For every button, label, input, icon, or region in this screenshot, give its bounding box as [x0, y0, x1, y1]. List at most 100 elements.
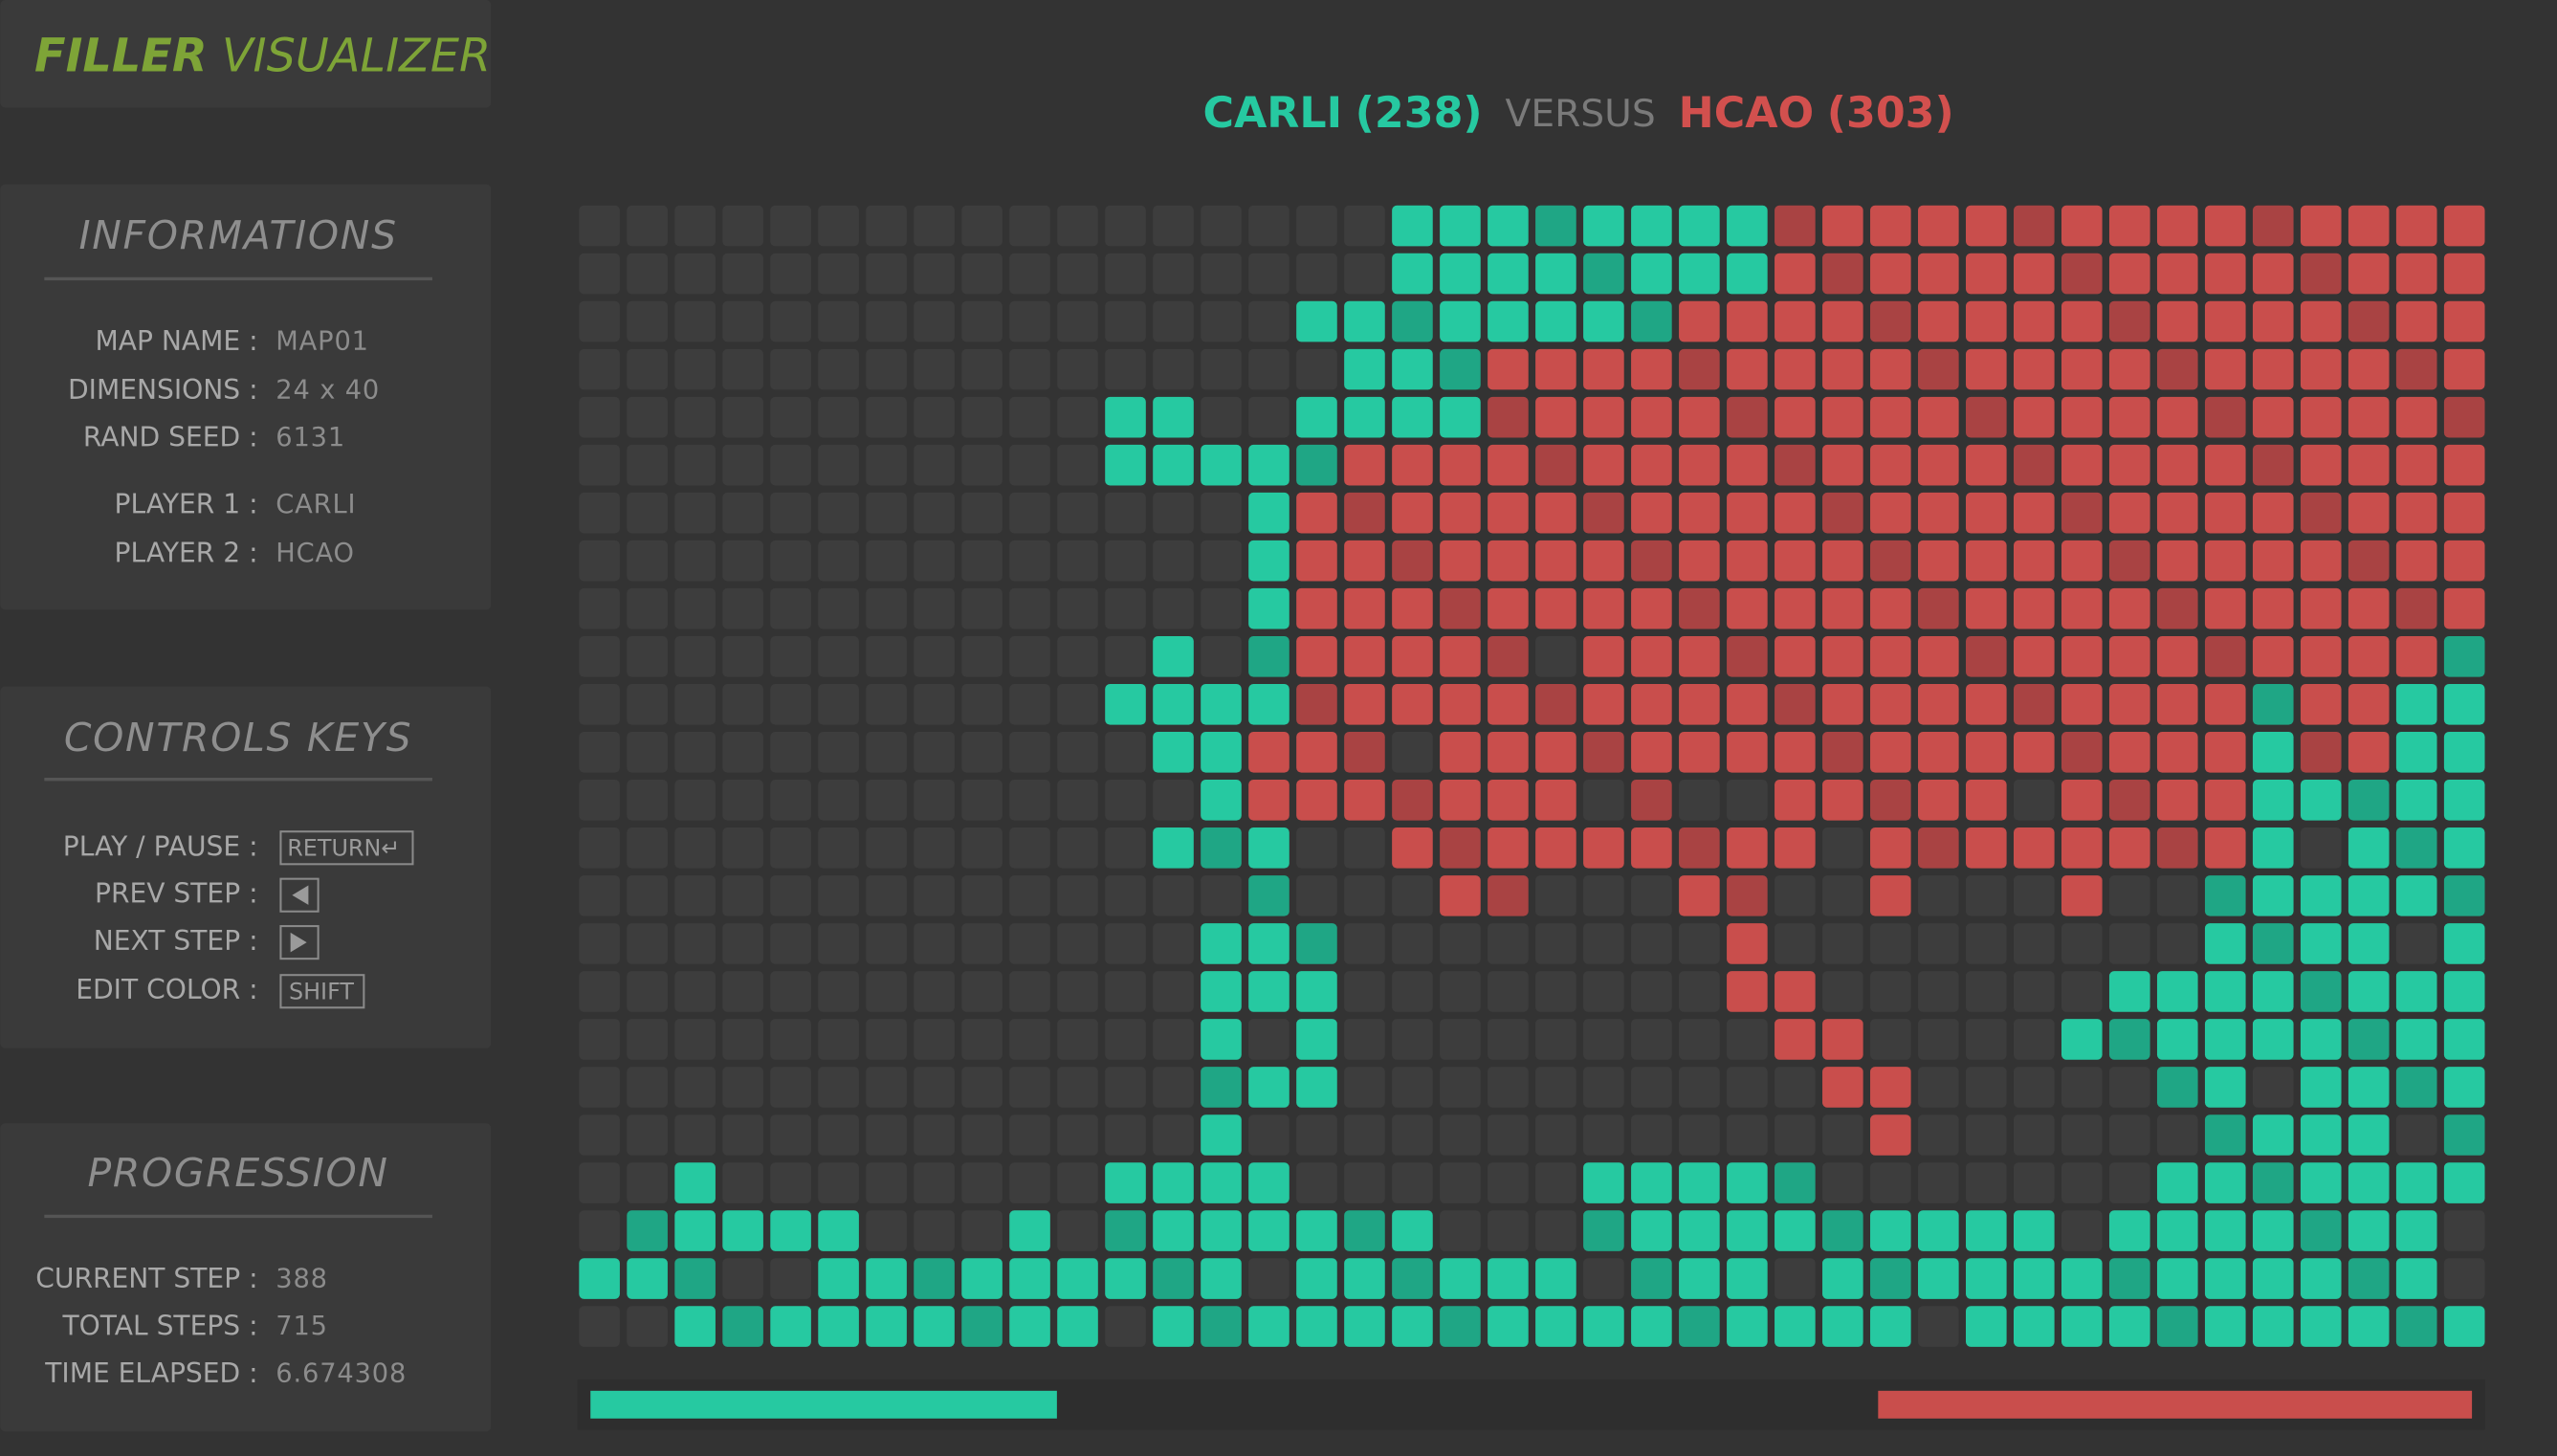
player2-cell [1440, 492, 1481, 534]
player2-cell [2108, 827, 2150, 869]
player1-cell [2204, 1019, 2246, 1060]
info-label: PLAYER 2 : [115, 537, 258, 568]
player2-cell [1918, 300, 1959, 342]
player2-cell [2348, 300, 2390, 342]
empty-cell [579, 300, 620, 342]
empty-cell [1535, 923, 1576, 964]
empty-cell [627, 205, 668, 247]
player2-cell [1918, 348, 1959, 390]
empty-cell [866, 1067, 907, 1108]
empty-cell [627, 587, 668, 629]
player2-cell [1296, 540, 1337, 582]
player1-score-bar [590, 1390, 1057, 1419]
empty-cell [770, 683, 811, 725]
empty-cell [818, 780, 859, 821]
empty-cell [961, 205, 1003, 247]
empty-cell [1392, 1162, 1433, 1203]
player1-cell [1679, 1258, 1720, 1299]
empty-cell [579, 348, 620, 390]
empty-cell [770, 635, 811, 677]
empty-cell [1344, 875, 1385, 916]
player2-cell [1822, 396, 1863, 438]
empty-cell [1774, 1067, 1816, 1108]
empty-cell [579, 780, 620, 821]
empty-cell [961, 587, 1003, 629]
player2-cell [2443, 205, 2485, 247]
empty-cell [914, 1210, 955, 1251]
player1-cell [1535, 1306, 1576, 1347]
player2-cell [1679, 587, 1720, 629]
player2-cell [1870, 492, 1911, 534]
empty-cell [674, 1019, 716, 1060]
player1-cell [2108, 1306, 2150, 1347]
empty-cell [818, 635, 859, 677]
empty-cell [866, 348, 907, 390]
empty-cell [866, 587, 907, 629]
empty-cell [1057, 540, 1098, 582]
player1-cell [2156, 1210, 2198, 1251]
empty-cell [866, 683, 907, 725]
empty-cell [914, 300, 955, 342]
empty-cell [770, 205, 811, 247]
player2-cell [1392, 540, 1433, 582]
player1-cell [2300, 923, 2342, 964]
player1-cell [2252, 683, 2294, 725]
player2-cell [2252, 635, 2294, 677]
player2-cell [2108, 635, 2150, 677]
player2-cell [1966, 396, 2007, 438]
title-bold: FILLER [34, 30, 208, 82]
empty-cell [1392, 923, 1433, 964]
player2-cell [2204, 444, 2246, 486]
player1-cell [2300, 1258, 2342, 1299]
player2-cell [2204, 205, 2246, 247]
player2-cell [2443, 587, 2485, 629]
player1-cell [2156, 1306, 2198, 1347]
progress-value: 388 [276, 1264, 328, 1293]
player2-cell [1727, 923, 1768, 964]
empty-cell [1488, 971, 1529, 1012]
player2-cell [1966, 780, 2007, 821]
player2-cell [1535, 732, 1576, 773]
board [579, 205, 2485, 1347]
empty-cell [1057, 1067, 1098, 1108]
player2-cell [1774, 396, 1816, 438]
player2-cell [1774, 780, 1816, 821]
empty-cell [722, 923, 763, 964]
info-label: DIMENSIONS : [68, 374, 258, 406]
empty-cell [1105, 348, 1146, 390]
empty-cell [722, 1258, 763, 1299]
player1-cell [2252, 1258, 2294, 1299]
empty-cell [1583, 1019, 1624, 1060]
player2-cell [2156, 300, 2198, 342]
empty-cell [1774, 1258, 1816, 1299]
player2-cell [2443, 253, 2485, 295]
player2-cell [2348, 253, 2390, 295]
player2-cell [1631, 540, 1672, 582]
player2-cell [2108, 492, 2150, 534]
player2-cell [2204, 732, 2246, 773]
player1-cell [674, 1258, 716, 1299]
player2-cell [2443, 300, 2485, 342]
player2-cell [2252, 205, 2294, 247]
player2-cell [1631, 444, 1672, 486]
player2-cell [1440, 732, 1481, 773]
empty-cell [627, 444, 668, 486]
player1-cell [2061, 1306, 2103, 1347]
player2-cell [2395, 348, 2437, 390]
empty-cell [1009, 348, 1050, 390]
player1-cell [1248, 971, 1290, 1012]
player1-cell [1440, 396, 1481, 438]
player2-cell [1248, 732, 1290, 773]
empty-cell [770, 348, 811, 390]
empty-cell [961, 1019, 1003, 1060]
empty-cell [1201, 205, 1242, 247]
player1-cell [1153, 396, 1194, 438]
player1-name: CARLI [1202, 89, 1342, 138]
player2-cell [2300, 635, 2342, 677]
empty-cell [1440, 1019, 1481, 1060]
empty-cell [579, 923, 620, 964]
player2-cell [1727, 971, 1768, 1012]
player2-cell [1727, 348, 1768, 390]
player1-cell [1296, 923, 1337, 964]
player1-cell [1392, 253, 1433, 295]
